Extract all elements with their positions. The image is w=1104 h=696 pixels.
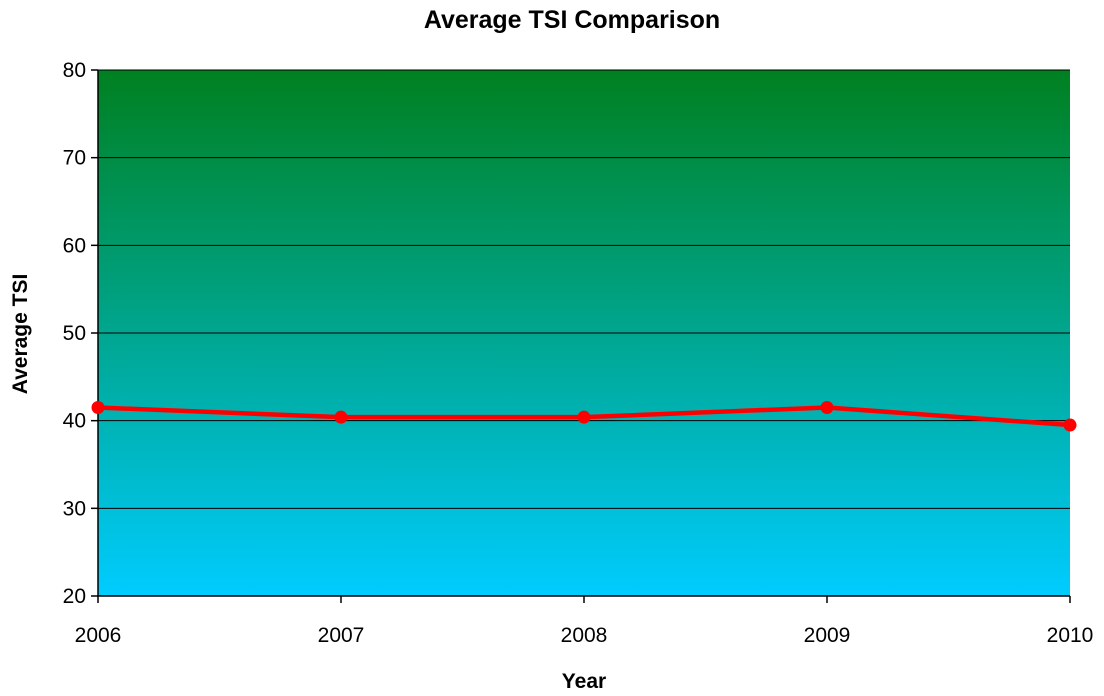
x-tick-labels: 2006 2007 2008 2009 2010 — [75, 596, 1094, 647]
y-axis-label: Average TSI — [9, 274, 32, 395]
y-tick-label: 80 — [63, 59, 86, 82]
y-tick-label: 70 — [63, 147, 86, 170]
x-tick-label: 2009 — [804, 624, 851, 647]
x-tick-label: 2008 — [561, 624, 608, 647]
chart-title: Average TSI Comparison — [424, 6, 720, 34]
data-point-2008 — [577, 410, 591, 424]
y-tick-label: 30 — [63, 497, 86, 520]
y-tick-label: 60 — [63, 234, 86, 257]
x-tick-label: 2007 — [318, 624, 365, 647]
y-tick-label: 40 — [63, 410, 86, 433]
x-axis-label: Year — [562, 670, 606, 693]
x-tick-label: 2010 — [1047, 624, 1094, 647]
y-tick-labels: 20 30 40 50 60 70 80 — [63, 59, 98, 608]
data-point-2009 — [820, 401, 834, 415]
data-point-2006 — [91, 401, 105, 415]
x-tick-label: 2006 — [75, 624, 122, 647]
y-tick-label: 50 — [63, 322, 86, 345]
data-series — [91, 401, 1077, 432]
y-tick-label: 20 — [63, 585, 86, 608]
data-point-2010 — [1063, 418, 1077, 432]
data-point-2007 — [334, 410, 348, 424]
